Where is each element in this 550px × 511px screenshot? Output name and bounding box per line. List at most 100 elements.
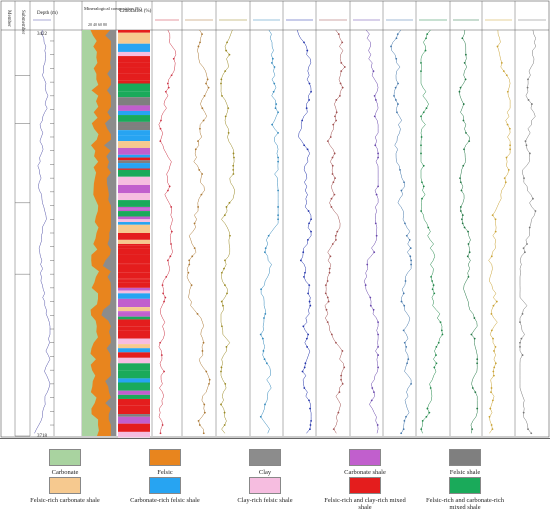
lithofacies-band [118, 279, 150, 283]
header-mineral-ticks: 20 40 60 80 [88, 22, 107, 27]
lithofacies-band [118, 126, 150, 131]
lithofacies-band [118, 370, 150, 379]
legend-item-felsic-carbonate-mixed-shale: Felsic-rich and carbonate-rich mixed sha… [420, 477, 510, 511]
lithofacies-band [118, 78, 150, 81]
lithofacies-band [118, 363, 150, 371]
legend-item-carbonate-shale: Carbonate shale [320, 449, 410, 476]
legend-swatch [349, 449, 381, 466]
lithofacies-band [118, 43, 150, 52]
lithofacies-band [118, 62, 150, 68]
lithofacies-band [118, 423, 150, 432]
legend-label: Clay-rich felsic shale [237, 497, 293, 504]
lithofacies-band [118, 135, 150, 142]
lithofacies-band [118, 290, 150, 294]
legend-label: Felsic-rich and clay-rich mixed shale [324, 497, 406, 511]
lithofacies-band [118, 154, 150, 158]
figure-frame [0, 0, 550, 438]
legend-item-felsic-rich-carbonate-shale: Felsic-rich carbonate shale [20, 477, 110, 504]
track-series-line [324, 29, 346, 434]
lithofacies-band [118, 91, 150, 98]
header-depth: Depth (m) [37, 11, 58, 16]
legend-swatch [449, 477, 481, 494]
depth-label-bottom: 3718 [37, 434, 48, 438]
header-submember: Submember [20, 10, 25, 34]
lithofacies-band [118, 278, 150, 280]
legend-swatch [349, 477, 381, 494]
lithofacies-band [118, 160, 150, 164]
lithofacies-band [118, 40, 150, 44]
lithofacies-band [118, 272, 150, 279]
track-series-line [186, 29, 210, 434]
legend-label: Felsic shale [449, 469, 481, 476]
depth-label-top: 3422 [37, 32, 48, 37]
legend-item-felsic-clay-mixed-shale: Felsic-rich and clay-rich mixed shale [320, 477, 410, 511]
lithofacies-band [118, 209, 150, 212]
lithofacies-band [118, 80, 150, 84]
lithofacies-band [118, 110, 150, 116]
lithofacies-band [118, 224, 150, 233]
legend-swatch [149, 449, 181, 466]
legend-label: Felsic [157, 469, 173, 476]
lithofacies-band [118, 222, 150, 225]
legend-label: Felsic-rich and carbonate-rich mixed sha… [426, 497, 504, 511]
legend: Carbonate Felsic Clay Carbonate shale Fe… [0, 438, 550, 511]
lithofacies-band [118, 184, 150, 194]
lithofacies-band [118, 83, 150, 92]
lithofacies-band [118, 130, 150, 136]
lithofacies-band [118, 193, 150, 201]
lithofacies-band [118, 169, 150, 177]
header-mineral: Mineralogical composition (%) [84, 6, 142, 11]
legend-swatch [249, 449, 281, 466]
header-member: Member [6, 10, 11, 27]
legend-swatch [449, 449, 481, 466]
lithofacies-band [118, 254, 150, 264]
lithofacies-band [118, 206, 150, 209]
lithofacies-band [118, 330, 150, 339]
lithofacies-band [118, 67, 150, 74]
lithofacies-band [118, 378, 150, 383]
lithofacies-band [118, 147, 150, 155]
lithofacies-band [118, 394, 150, 399]
track-series-line [220, 29, 236, 434]
lithofacies-band [118, 382, 150, 391]
lithofacies-band [118, 32, 150, 41]
lithofacies-band [118, 312, 150, 317]
lithofacies-band [118, 219, 150, 223]
legend-swatch [149, 477, 181, 494]
lithofacies-band [118, 157, 150, 161]
lithofacies-band [118, 416, 150, 424]
lithofacies-band [118, 319, 150, 327]
lithofacies-band [118, 264, 150, 273]
lithofacies-band [118, 233, 150, 240]
legend-swatch [249, 477, 281, 494]
track-series-line [34, 29, 51, 434]
lithofacies-band [118, 311, 150, 313]
legend-label: Carbonate shale [344, 469, 386, 476]
lithofacies-band [118, 307, 150, 312]
lithofacies-band [118, 282, 150, 288]
lithofacies-band [118, 245, 150, 249]
lithofacies-band [118, 30, 150, 33]
lithofacies-band [118, 121, 150, 127]
track-series-line [488, 29, 511, 434]
track-series-line [420, 29, 443, 434]
lithofacies-band [118, 248, 150, 255]
lithofacies-band [118, 56, 150, 63]
lithofacies-band [118, 357, 150, 364]
track-series-line [363, 29, 379, 434]
lithofacies-band [118, 344, 150, 349]
legend-swatch [49, 449, 81, 466]
legend-label: Felsic-rich carbonate shale [30, 497, 100, 504]
header-litho: Lithofacies (%) [120, 9, 152, 14]
lithofacies-band [118, 51, 150, 57]
lithofacies-band [118, 405, 150, 415]
lithofacies-band [118, 338, 150, 345]
legend-swatch [49, 477, 81, 494]
legend-item-felsic-shale: Felsic shale [420, 449, 510, 476]
lithofacies-band [118, 163, 150, 169]
lithofacies-band [118, 168, 150, 170]
legend-label: Carbonate-rich felsic shale [130, 497, 200, 504]
lithofacies-band [118, 414, 150, 417]
legend-item-clay-rich-felsic-shale: Clay-rich felsic shale [220, 477, 310, 504]
lithofacies-band [118, 200, 150, 207]
